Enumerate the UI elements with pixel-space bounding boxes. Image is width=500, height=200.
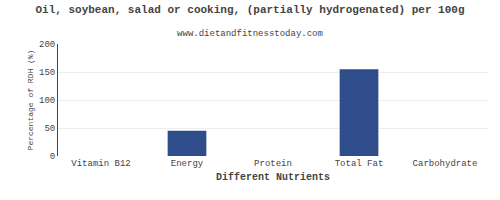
svg-text:0: 0 <box>50 152 55 162</box>
svg-text:Protein: Protein <box>254 159 292 169</box>
svg-text:Oil, soybean, salad or cooking: Oil, soybean, salad or cooking, (partial… <box>35 4 464 16</box>
svg-text:Total Fat: Total Fat <box>335 159 384 169</box>
svg-text:150: 150 <box>39 68 55 78</box>
svg-text:Different Nutrients: Different Nutrients <box>216 172 330 183</box>
svg-text:Vitamin B12: Vitamin B12 <box>71 159 130 169</box>
svg-text:Energy: Energy <box>171 159 204 169</box>
svg-text:50: 50 <box>44 124 55 134</box>
svg-text:Carbohydrate: Carbohydrate <box>413 159 478 169</box>
svg-text:100: 100 <box>39 96 55 106</box>
svg-text:www.dietandfitnesstoday.com: www.dietandfitnesstoday.com <box>177 29 323 39</box>
svg-text:Percentage of RDH (%): Percentage of RDH (%) <box>26 50 35 151</box>
svg-text:200: 200 <box>39 40 55 50</box>
